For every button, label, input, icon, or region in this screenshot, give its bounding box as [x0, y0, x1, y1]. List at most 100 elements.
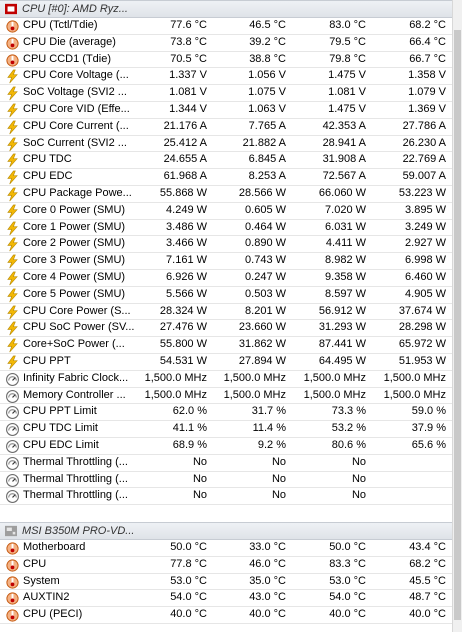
average-value: 1,500.0 MHz	[383, 388, 446, 401]
minimum-value: 1.063 V	[248, 102, 286, 115]
minimum-value: 1,500.0 MHz	[223, 388, 286, 401]
maximum-value: 1,500.0 MHz	[303, 388, 366, 401]
sensor-row[interactable]: CPU Package Powe... 55.868 W 28.566 W 66.06…	[0, 186, 462, 203]
sensor-row[interactable]: Core 3 Power (SMU) 7.161 W 0.743 W 8.982 W 6…	[0, 253, 462, 270]
minimum-value: 11.4 %	[252, 422, 286, 435]
sensor-row[interactable]: CPU PPT 54.531 W 27.894 W 64.495 W 51.953 W	[0, 354, 462, 371]
sensor-row[interactable]: Core 1 Power (SMU) 3.486 W 0.464 W 6.031 W 3…	[0, 220, 462, 237]
minimum-value: 9.2 %	[257, 438, 286, 451]
minimum-value: 21.882 A	[242, 136, 286, 149]
sensor-row[interactable]: CPU EDC 61.968 A 8.253 A 72.567 A 59.007 A	[0, 169, 462, 186]
current-value: 3.486 W	[166, 220, 207, 233]
sensor-row[interactable]: CPU TDC 24.655 A 6.845 A 31.908 A 22.769 A	[0, 152, 462, 170]
sensor-row[interactable]: CPU (Tctl/Tdie) 77.6 °C 46.5 °C 83.0 °C 68.2…	[0, 18, 462, 35]
sensor-row[interactable]: CPU EDC Limit 68.9 % 9.2 % 80.6 % 65.6 %	[0, 438, 462, 455]
lightning-icon	[5, 187, 20, 202]
maximum-value: 9.358 W	[325, 270, 366, 283]
scrollbar-thumb[interactable]	[454, 30, 461, 620]
average-value: 59.0 %	[411, 405, 446, 418]
lightning-icon	[5, 321, 20, 336]
sensor-row[interactable]: CPU (PECI) 40.0 °C 40.0 °C 40.0 °C 40.0 °C	[0, 607, 462, 624]
sensor-row[interactable]: CPU Core VID (Effe... 1.344 V 1.063 V 1.475…	[0, 102, 462, 119]
sensor-label: CPU Core Voltage (...	[23, 69, 129, 82]
group-spacer	[0, 505, 462, 522]
sensor-label: CPU (Tctl/Tdie)	[23, 19, 98, 31]
maximum-value: 73.3 %	[331, 405, 366, 418]
sensor-label: Core 2 Power (SMU)	[23, 237, 126, 250]
average-value: 1.369 V	[408, 102, 446, 115]
minimum-value: 35.0 °C	[249, 574, 286, 587]
sensor-group-header[interactable]: MSI B350M PRO-VD...	[0, 521, 462, 540]
sensor-row[interactable]: Core 5 Power (SMU) 5.566 W 0.503 W 8.597 W 4…	[0, 287, 462, 304]
current-value: 54.531 W	[159, 354, 207, 367]
sensor-row[interactable]: AUXTIN2 54.0 °C 43.0 °C 54.0 °C 48.7 °C	[0, 590, 462, 608]
sensor-label: Core 0 Power (SMU)	[23, 203, 126, 216]
minimum-value: 39.2 °C	[249, 35, 286, 48]
current-value: 3.466 W	[166, 237, 207, 250]
minimum-value: 28.566 W	[238, 186, 286, 199]
sensor-row[interactable]: CPU PPT Limit 62.0 % 31.7 % 73.3 % 59.0 %	[0, 404, 462, 422]
maximum-value: 8.982 W	[325, 254, 366, 267]
sensor-label: SoC Voltage (SVI2 ...	[23, 86, 127, 99]
vertical-scrollbar[interactable]	[452, 0, 462, 632]
current-value: 53.0 °C	[170, 574, 207, 587]
current-value: 1.081 V	[169, 86, 207, 99]
sensor-label: Core 5 Power (SMU)	[23, 287, 126, 300]
sensor-row[interactable]: CPU Core Power (S... 28.324 W 8.201 W 56.91…	[0, 304, 462, 321]
average-value: 6.460 W	[405, 270, 446, 283]
sensor-row[interactable]: Thermal Throttling (... No No No	[0, 472, 462, 489]
thermometer-icon	[5, 558, 20, 573]
current-value: 73.8 °C	[170, 35, 207, 48]
current-value: 55.800 W	[159, 338, 207, 351]
sensor-group-header[interactable]: CPU [#0]: AMD Ryz...	[0, 0, 462, 18]
average-value: 65.6 %	[411, 438, 446, 451]
sensor-row[interactable]: Thermal Throttling (... No No No	[0, 488, 462, 506]
average-value: 66.4 °C	[409, 35, 446, 48]
sensor-row[interactable]: CPU TDC Limit 41.1 % 11.4 % 53.2 % 37.9 %	[0, 421, 462, 438]
sensor-row[interactable]: Infinity Fabric Clock... 1,500.0 MHz 1,500…	[0, 371, 462, 388]
average-value: 51.953 W	[398, 354, 446, 367]
sensor-row[interactable]: CPU CCD1 (Tdie) 70.5 °C 38.8 °C 79.8 °C 66.7…	[0, 52, 462, 69]
maximum-value: 53.2 %	[331, 422, 366, 435]
average-value: 37.674 W	[398, 304, 446, 317]
sensor-row[interactable]: Memory Controller ... 1,500.0 MHz 1,500.0 …	[0, 388, 462, 405]
sensor-row[interactable]: SoC Current (SVI2 ... 25.412 A 21.882 A 28.…	[0, 136, 462, 153]
maximum-value: No	[351, 489, 366, 502]
current-value: 40.0 °C	[170, 608, 207, 621]
sensor-label: Core+SoC Power (...	[23, 338, 125, 351]
maximum-value: 79.8 °C	[329, 52, 366, 65]
sensor-row[interactable]: System 53.0 °C 35.0 °C 53.0 °C 45.5 °C	[0, 574, 462, 591]
thermometer-icon	[5, 591, 20, 606]
average-value: 66.7 °C	[409, 52, 446, 65]
maximum-value: 28.941 A	[322, 136, 366, 149]
sensor-row[interactable]: CPU Core Current (... 21.176 A 7.765 A 42.3…	[0, 119, 462, 136]
sensor-row[interactable]: SoC Voltage (SVI2 ... 1.081 V 1.075 V 1.081…	[0, 85, 462, 102]
lightning-icon	[5, 69, 20, 84]
sensor-row[interactable]: CPU SoC Power (SV... 27.476 W 23.660 W 31.2…	[0, 320, 462, 338]
sensor-row[interactable]: CPU 77.8 °C 46.0 °C 83.3 °C 68.2 °C	[0, 557, 462, 574]
maximum-value: 1.475 V	[328, 102, 366, 115]
sensor-row[interactable]: Core 0 Power (SMU) 4.249 W 0.605 W 7.020 W 3…	[0, 203, 462, 220]
average-value: 3.249 W	[405, 220, 446, 233]
current-value: 21.176 A	[163, 119, 207, 132]
sensor-row[interactable]: Core 2 Power (SMU) 3.466 W 0.890 W 4.411 W 2…	[0, 236, 462, 254]
current-value: 62.0 %	[172, 405, 207, 418]
minimum-value: 8.201 W	[245, 304, 286, 317]
sensor-label: Core 1 Power (SMU)	[23, 220, 126, 233]
sensor-row[interactable]: CPU Core Voltage (... 1.337 V 1.056 V 1.475…	[0, 68, 462, 86]
sensor-row[interactable]: Core+SoC Power (... 55.800 W 31.862 W 87.44…	[0, 337, 462, 354]
maximum-value: 80.6 %	[331, 438, 366, 451]
sensor-label: CPU Die (average)	[23, 35, 116, 48]
maximum-value: 1.081 V	[328, 86, 366, 99]
sensor-row[interactable]: Core 4 Power (SMU) 6.926 W 0.247 W 9.358 W 6…	[0, 270, 462, 287]
sensor-label: Memory Controller ...	[23, 388, 126, 401]
sensor-row[interactable]: Motherboard 50.0 °C 33.0 °C 50.0 °C 43.4 °C	[0, 540, 462, 557]
average-value: 43.4 °C	[409, 540, 446, 553]
sensor-label: Core 4 Power (SMU)	[23, 270, 126, 283]
current-value: 54.0 °C	[170, 591, 207, 604]
sensor-label: CPU EDC	[23, 170, 73, 183]
sensor-row[interactable]: Thermal Throttling (... No No No	[0, 455, 462, 472]
current-value: 1,500.0 MHz	[144, 388, 207, 401]
sensor-row[interactable]: CPU Die (average) 73.8 °C 39.2 °C 79.5 °C 66…	[0, 35, 462, 52]
lightning-icon	[5, 221, 20, 236]
